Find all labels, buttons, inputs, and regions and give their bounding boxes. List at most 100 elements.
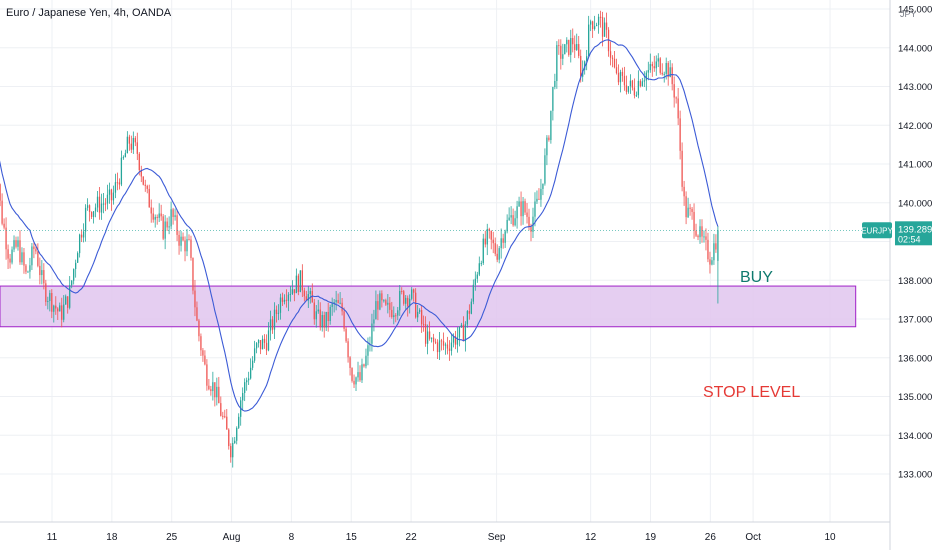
candle-body [39,266,40,275]
candle-body [514,218,515,225]
candle-body [73,269,74,281]
candle-body [413,289,414,292]
candle-body [664,74,665,75]
candle-body [522,201,523,216]
candle-body [339,303,340,304]
candle-body [224,416,225,417]
candle-body [246,380,247,382]
candle-body [226,417,227,430]
candle-body [427,331,428,343]
candle-body [328,312,329,321]
candle-body [174,215,175,217]
y-tick-label: 134.000 [898,431,932,442]
candle-body [87,205,88,208]
candle-body [107,195,108,204]
candle-body [159,214,160,218]
candle-body [634,88,635,96]
candle-body [666,63,667,74]
candle-body [399,291,400,310]
candle-body [332,304,333,307]
candle-body [284,300,285,302]
candle-body [650,64,651,70]
candle-body [701,226,702,236]
candle-body [546,138,547,156]
candle-body [652,64,653,66]
candle-body [288,295,289,301]
candle-body [644,80,645,81]
candle-body [526,213,527,217]
candle-body [320,310,321,328]
candle-body [626,85,627,92]
candle-body [375,301,376,319]
candle-body [389,303,390,310]
candle-body [222,416,223,417]
candle-body [534,201,535,216]
candle-body [491,231,492,240]
candle-body [198,321,199,337]
candle-body [592,21,593,29]
candle-body [367,345,368,355]
candle-body [99,197,100,213]
candle-body [548,138,549,140]
candle-body [506,220,507,231]
candle-body [713,243,714,260]
candle-body [143,177,144,185]
candle-body [674,84,675,97]
candle-body [594,26,595,29]
candle-body [505,231,506,242]
candle-body [206,364,207,385]
candle-body [554,81,555,87]
candle-body [79,235,80,253]
candle-body [481,263,482,264]
candle-body [437,342,438,352]
candle-body [230,446,231,457]
candle-body [216,387,217,397]
candle-body [518,201,519,206]
candle-body [540,189,541,200]
candle-body [51,293,52,312]
x-tick-label: 8 [289,532,295,543]
candle-body [407,298,408,306]
candle-body [272,319,273,329]
candle-body [697,236,698,237]
candle-body [296,276,297,293]
candle-body [602,17,603,37]
candle-body [628,86,629,92]
candle-body [435,342,436,343]
candle-body [97,197,98,208]
candle-body [157,217,158,218]
candle-body [135,138,136,142]
candle-body [188,239,189,240]
candle-body [21,252,22,262]
candle-body [345,329,346,341]
candle-body [685,196,686,217]
y-tick-label: 140.000 [898,198,932,209]
candle-body [316,311,317,319]
x-tick-label: 26 [705,532,717,543]
candle-body [544,155,545,183]
candle-body [391,310,392,317]
candle-body [170,209,171,226]
candle-body [139,154,140,170]
candle-body [423,324,424,325]
candle-body [598,17,599,25]
x-tick-label: 25 [166,532,178,543]
candle-body [646,73,647,81]
grid [0,0,890,522]
candle-body [499,248,500,260]
candle-body [614,59,615,67]
candle-body [151,207,152,213]
candle-body [260,340,261,349]
candle-body [19,240,20,262]
candle-body [9,259,10,263]
candle-body [520,201,521,216]
candle-body [612,58,613,59]
candle-body [335,300,336,302]
candle-body [61,305,62,319]
candle-body [512,215,513,225]
candle-body [717,230,718,261]
candle-body [616,67,617,73]
candle-body [703,236,704,237]
